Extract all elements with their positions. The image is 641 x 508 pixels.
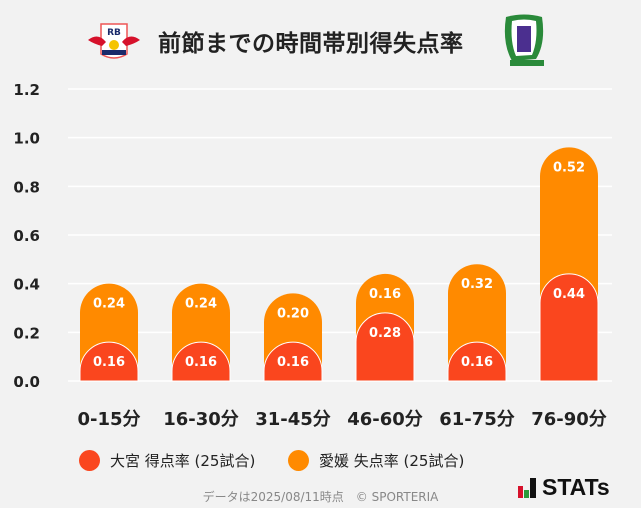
x-tick-label: 76-90分 (531, 409, 607, 430)
x-tick-label: 16-30分 (163, 409, 239, 430)
data-label-ehime: 0.32 (461, 277, 493, 292)
footer-credit: データは2025/08/11時点 © SPORTERIA (202, 490, 439, 504)
data-label-omiya: 0.16 (93, 355, 125, 370)
x-tick-label: 0-15分 (77, 409, 140, 430)
y-tick-label: 1.0 (13, 130, 40, 148)
x-tick-label: 46-60分 (347, 409, 423, 430)
stats-brand: STATs (518, 474, 610, 500)
x-tick-label: 61-75分 (439, 409, 515, 430)
data-label-omiya: 0.16 (185, 355, 217, 370)
chart-title: 前節までの時間帯別得失点率 (158, 31, 464, 57)
legend-label-omiya: 大宮 得点率 (25試合) (110, 452, 256, 470)
y-tick-label: 0.2 (13, 324, 40, 342)
data-label-omiya: 0.16 (461, 355, 493, 370)
ehime-logo (504, 14, 544, 66)
omiya-logo: RB (88, 23, 140, 59)
data-label-ehime: 0.24 (93, 297, 125, 312)
bar-omiya (79, 341, 139, 382)
legend-item-ehime: 愛媛 失点率 (25試合) (288, 450, 464, 471)
y-tick-label: 0.0 (13, 373, 40, 391)
data-label-omiya: 0.16 (277, 355, 309, 370)
stats-brand-text: STATs (542, 474, 610, 500)
stats-logo-icon (518, 478, 536, 498)
data-label-ehime: 0.24 (185, 297, 217, 312)
bar-omiya (355, 312, 415, 382)
svg-text:RB: RB (107, 28, 121, 38)
data-label-omiya: 0.28 (369, 326, 401, 341)
y-tick-label: 1.2 (13, 81, 40, 99)
bar-omiya (447, 341, 507, 382)
data-label-ehime: 0.16 (369, 287, 401, 302)
data-label-ehime: 0.52 (553, 160, 585, 175)
legend-item-omiya: 大宮 得点率 (25試合) (79, 450, 255, 471)
bar-omiya (263, 341, 323, 382)
y-tick-label: 0.8 (13, 178, 40, 196)
y-tick-label: 0.4 (13, 276, 40, 294)
bar-omiya (171, 341, 231, 382)
legend-swatch-omiya (79, 450, 100, 471)
legend-label-ehime: 愛媛 失点率 (25試合) (319, 452, 465, 470)
data-label-ehime: 0.20 (277, 306, 309, 321)
data-label-omiya: 0.44 (553, 287, 585, 302)
legend-swatch-ehime (288, 450, 309, 471)
bar-omiya (539, 273, 599, 382)
x-tick-label: 31-45分 (255, 409, 331, 430)
y-tick-label: 0.6 (13, 227, 40, 245)
